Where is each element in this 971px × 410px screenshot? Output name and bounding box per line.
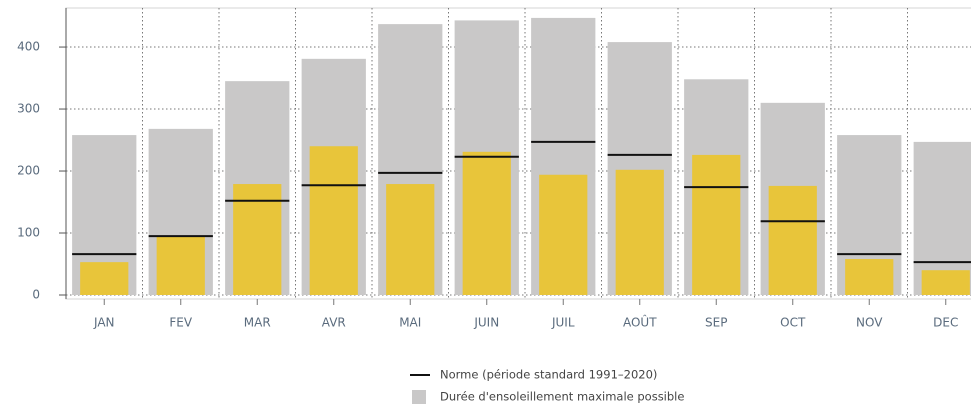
x-tick-label: MAR [244,316,271,330]
y-tick-label: 200 [17,164,40,178]
bar [768,185,817,295]
bar [233,184,282,295]
plot-area: 0 100 200 300 400 JAN FEV MAR AVR MAI JUIN JUIL AOÛT… [17,7,971,330]
y-tick-label: 300 [17,102,40,116]
y-tick-label: 100 [17,226,40,240]
x-tick-label: MAI [399,316,421,330]
bar [921,270,970,295]
bar [309,146,358,295]
x-tick-label: NOV [856,316,883,330]
bar [845,259,894,295]
x-tick-label: AOÛT [623,315,657,330]
bar [80,262,129,295]
y-tick-label: 0 [32,288,40,302]
legend: Norme (période standard 1991–2020) Durée … [410,368,684,404]
x-tick-label: JUIL [551,316,575,330]
legend-label: Norme (période standard 1991–2020) [440,368,657,382]
legend-label: Durée d'ensoleillement maximale possible [440,390,684,404]
x-tick-label: FEV [169,316,192,330]
x-tick-label: AVR [322,316,346,330]
x-tick-label: OCT [780,316,806,330]
bar [386,184,435,295]
legend-swatch [412,390,426,404]
x-tick-label: DEC [933,316,958,330]
x-tick-label: SEP [705,316,727,330]
bar [539,174,588,295]
y-tick-label: 400 [17,40,40,54]
x-tick-label: JAN [93,316,115,330]
x-tick-label: JUIN [473,316,499,330]
bar [462,151,511,295]
bar [692,154,741,295]
bar [615,169,664,295]
background-bar [913,141,971,295]
bar [156,236,205,295]
